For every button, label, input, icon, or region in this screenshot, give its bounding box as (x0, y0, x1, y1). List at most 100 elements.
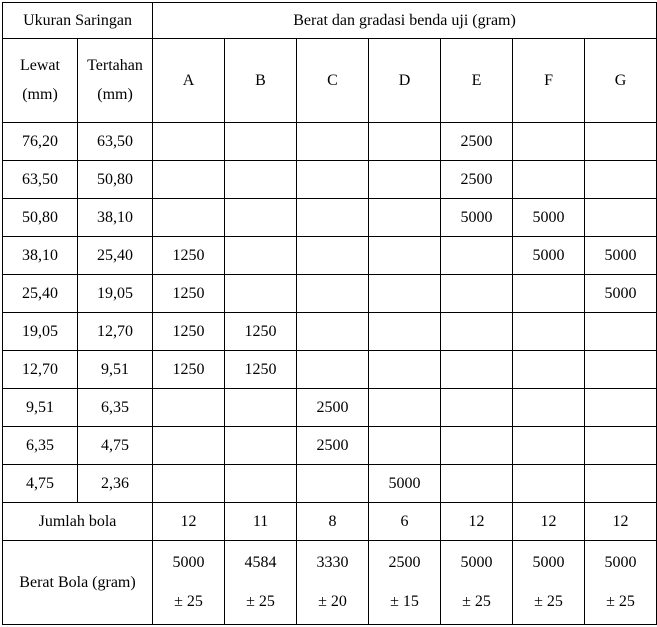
value-cell: 1250 (225, 313, 297, 351)
value-cell (441, 427, 513, 465)
value-cell (369, 237, 441, 275)
value-cell (297, 313, 369, 351)
value-cell (297, 465, 369, 503)
berat-bola-label: Berat Bola (gram) (3, 541, 153, 625)
header-row-2: Lewat (mm) Tertahan (mm) A B C D E F G (3, 39, 657, 123)
value-cell (369, 123, 441, 161)
table-row: 6,354,752500 (3, 427, 657, 465)
value-cell: 5000 (441, 199, 513, 237)
jumlah-E: 12 (441, 503, 513, 541)
tertahan-cell: 12,70 (78, 313, 153, 351)
lewat-cell: 25,40 (3, 275, 78, 313)
value-cell (513, 123, 585, 161)
value-cell: 1250 (225, 351, 297, 389)
value-cell (441, 465, 513, 503)
value-cell (369, 313, 441, 351)
value-cell (513, 275, 585, 313)
value-cell (585, 465, 657, 503)
value-cell (297, 161, 369, 199)
value-cell (513, 161, 585, 199)
header-row-1: Ukuran Saringan Berat dan gradasi benda … (3, 3, 657, 39)
value-cell (513, 313, 585, 351)
berat-D: 2500± 15 (369, 541, 441, 625)
value-cell (153, 389, 225, 427)
tertahan-cell: 19,05 (78, 275, 153, 313)
lewat-cell: 9,51 (3, 389, 78, 427)
value-cell (225, 465, 297, 503)
value-cell (153, 123, 225, 161)
jumlah-D: 6 (369, 503, 441, 541)
value-cell (153, 199, 225, 237)
lewat-cell: 63,50 (3, 161, 78, 199)
table-row: 25,4019,051250 5000 (3, 275, 657, 313)
value-cell (513, 389, 585, 427)
value-cell (585, 161, 657, 199)
value-cell (225, 199, 297, 237)
tertahan-cell: 6,35 (78, 389, 153, 427)
lewat-cell: 6,35 (3, 427, 78, 465)
value-cell (369, 427, 441, 465)
tertahan-cell: 2,36 (78, 465, 153, 503)
value-cell (513, 465, 585, 503)
value-cell (369, 275, 441, 313)
jumlah-bola-row: Jumlah bola 12 11 8 6 12 12 12 (3, 503, 657, 541)
jumlah-G: 12 (585, 503, 657, 541)
value-cell (585, 199, 657, 237)
value-cell: 1250 (153, 275, 225, 313)
tertahan-cell: 50,80 (78, 161, 153, 199)
jumlah-F: 12 (513, 503, 585, 541)
value-cell (585, 351, 657, 389)
lewat-cell: 12,70 (3, 351, 78, 389)
berat-B: 4584± 25 (225, 541, 297, 625)
lewat-cell: 76,20 (3, 123, 78, 161)
table-row: 9,516,352500 (3, 389, 657, 427)
jumlah-bola-label: Jumlah bola (3, 503, 153, 541)
value-cell (369, 389, 441, 427)
table-row: 76,2063,502500 (3, 123, 657, 161)
value-cell (225, 389, 297, 427)
jumlah-B: 11 (225, 503, 297, 541)
lewat-cell: 19,05 (3, 313, 78, 351)
value-cell: 5000 (513, 199, 585, 237)
berat-A: 5000± 25 (153, 541, 225, 625)
value-cell (225, 161, 297, 199)
tertahan-cell: 9,51 (78, 351, 153, 389)
berat-C: 3330± 20 (297, 541, 369, 625)
value-cell: 5000 (585, 275, 657, 313)
value-cell (585, 313, 657, 351)
gradasi-table: Ukuran Saringan Berat dan gradasi benda … (2, 2, 657, 625)
berat-E: 5000± 25 (441, 541, 513, 625)
lewat-header: Lewat (mm) (3, 39, 78, 123)
value-cell (297, 199, 369, 237)
lewat-cell: 50,80 (3, 199, 78, 237)
col-E: E (441, 39, 513, 123)
data-rows: 76,2063,50250063,5050,80250050,8038,1050… (3, 123, 657, 503)
value-cell (441, 313, 513, 351)
col-A: A (153, 39, 225, 123)
tertahan-cell: 63,50 (78, 123, 153, 161)
table-row: 38,1025,40125050005000 (3, 237, 657, 275)
berat-bola-row: Berat Bola (gram) 5000± 25 4584± 25 3330… (3, 541, 657, 625)
jumlah-C: 8 (297, 503, 369, 541)
value-cell (585, 123, 657, 161)
col-C: C (297, 39, 369, 123)
lewat-cell: 4,75 (3, 465, 78, 503)
berat-gradasi-header: Berat dan gradasi benda uji (gram) (153, 3, 657, 39)
value-cell (297, 237, 369, 275)
value-cell (225, 237, 297, 275)
value-cell: 5000 (369, 465, 441, 503)
ukuran-saringan-header: Ukuran Saringan (3, 3, 153, 39)
value-cell (225, 427, 297, 465)
value-cell (297, 275, 369, 313)
jumlah-A: 12 (153, 503, 225, 541)
tertahan-cell: 25,40 (78, 237, 153, 275)
value-cell (153, 465, 225, 503)
tertahan-header: Tertahan (mm) (78, 39, 153, 123)
value-cell (441, 275, 513, 313)
tertahan-unit: (mm) (78, 81, 152, 110)
table-row: 19,0512,7012501250 (3, 313, 657, 351)
value-cell: 2500 (297, 427, 369, 465)
value-cell (369, 199, 441, 237)
value-cell (297, 351, 369, 389)
value-cell: 5000 (585, 237, 657, 275)
